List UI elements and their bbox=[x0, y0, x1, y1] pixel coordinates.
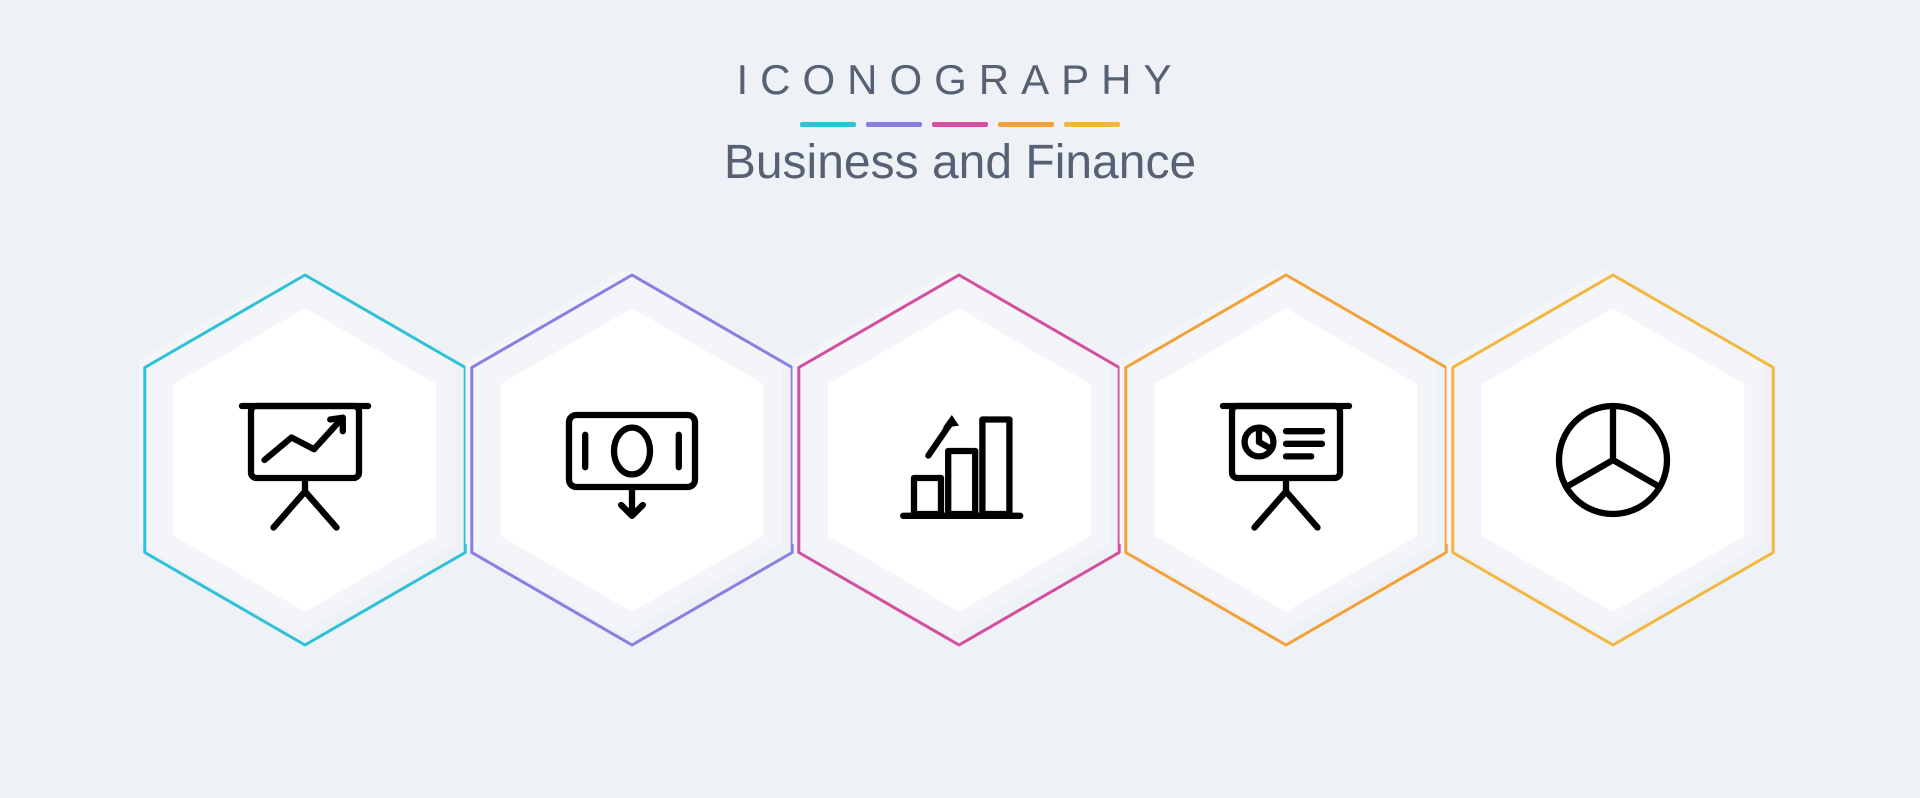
segment-purple bbox=[866, 122, 922, 127]
hex-tile bbox=[774, 260, 1144, 660]
brand-title: ICONOGRAPHY bbox=[724, 56, 1196, 104]
segment-orange bbox=[998, 122, 1054, 127]
hex-tile bbox=[447, 260, 817, 660]
hex-tile bbox=[1428, 260, 1798, 660]
header: ICONOGRAPHY Business and Finance bbox=[724, 56, 1196, 190]
segment-pink bbox=[932, 122, 988, 127]
icon-row bbox=[120, 260, 1800, 660]
segment-bar bbox=[724, 122, 1196, 127]
hex-tile bbox=[120, 260, 490, 660]
pack-subtitle: Business and Finance bbox=[724, 135, 1196, 190]
segment-cyan bbox=[800, 122, 856, 127]
hex-tile bbox=[1101, 260, 1471, 660]
segment-gold bbox=[1064, 122, 1120, 127]
